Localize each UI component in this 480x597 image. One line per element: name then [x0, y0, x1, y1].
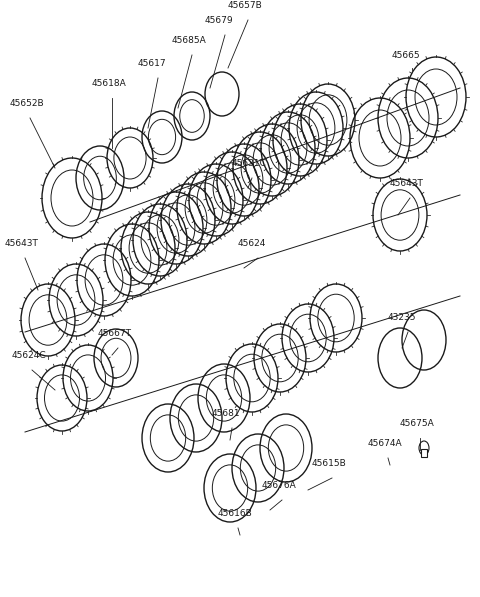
Text: 45657B: 45657B [228, 1, 263, 10]
Text: 45624C: 45624C [12, 351, 47, 360]
Text: 45685A: 45685A [172, 36, 207, 45]
Text: 45675A: 45675A [400, 419, 435, 428]
Text: 45643T: 45643T [390, 179, 424, 188]
Text: 45624: 45624 [238, 239, 266, 248]
Text: 45616B: 45616B [218, 509, 253, 518]
Text: 45681: 45681 [212, 409, 240, 418]
Text: 43235: 43235 [388, 313, 417, 322]
Text: 45679: 45679 [205, 16, 234, 25]
Text: 45665: 45665 [392, 51, 420, 60]
Text: 45667T: 45667T [98, 329, 132, 338]
Text: 45676A: 45676A [262, 481, 297, 490]
Text: 45652B: 45652B [10, 99, 45, 108]
Text: 45617: 45617 [138, 59, 167, 68]
Text: 45615B: 45615B [312, 459, 347, 468]
Bar [421, 449, 427, 457]
Text: 45643T: 45643T [5, 239, 39, 248]
Text: 45674A: 45674A [368, 439, 403, 448]
Text: 45631C: 45631C [232, 159, 267, 168]
Text: 45618A: 45618A [92, 79, 127, 88]
